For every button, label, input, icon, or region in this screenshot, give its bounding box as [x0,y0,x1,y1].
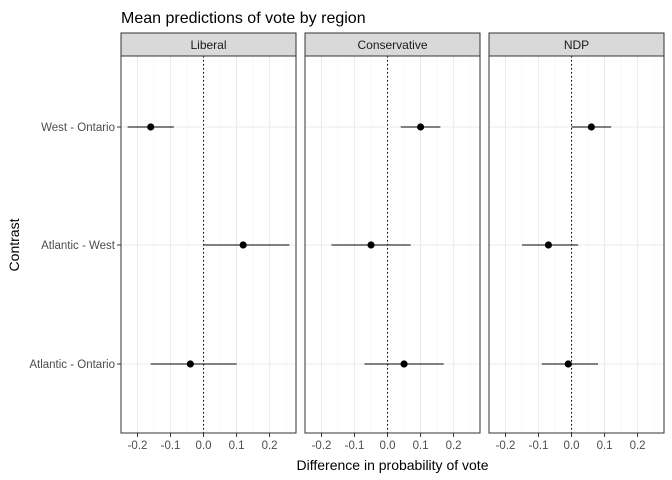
point-ndp-atlantic-west [544,241,553,249]
point-liberal-atlantic-west [239,241,247,249]
x-tick-label: -0.1 [529,440,549,452]
y-axis-title: Contrast [6,218,22,271]
x-tick-label: 0.0 [196,440,212,452]
panel-conservative: Conservative -0.2 -0.1 0.0 0.1 0.2 [304,32,481,452]
y-tick-label: West - Ontario [41,122,115,134]
x-tick-label: 0.1 [597,440,613,452]
point-conservative-atlantic-west [367,241,375,249]
x-tick-label: -0.1 [345,440,365,452]
x-tick-label: -0.1 [161,440,181,452]
panel-border [488,55,665,434]
strip-label-conservative: Conservative [357,38,427,52]
x-tick-label: 0.2 [262,440,278,452]
x-tick-label: 0.2 [630,440,646,452]
x-axis-title: Difference in probability of vote [297,457,489,473]
point-liberal-west-ontario [147,123,155,131]
strip-label-ndp: NDP [564,38,589,52]
point-conservative-west-ontario [416,123,425,131]
x-tick-label: -0.2 [496,440,516,452]
y-tick-label: Atlantic - West [41,240,116,252]
point-conservative-atlantic-ontario [400,360,408,368]
panels: Liberal -0.2 -0.1 0.0 0.1 0.2 Conservative -0.2… [29,32,665,452]
panel-border [304,55,481,434]
x-tick-label: 0.2 [446,440,462,452]
point-liberal-atlantic-ontario [186,360,194,368]
y-tick-label: Atlantic - Ontario [29,359,115,371]
x-tick-label: -0.2 [128,440,148,452]
x-tick-label: 0.0 [380,440,396,452]
x-tick-label: 0.1 [229,440,245,452]
x-tick-label: 0.1 [413,440,429,452]
chart-title: Mean predictions of vote by region [121,10,366,27]
point-ndp-west-ontario [587,123,595,131]
strip-label-liberal: Liberal [190,38,226,52]
panel-ndp: NDP -0.2 -0.1 0.0 0.1 0.2 [488,32,665,452]
panel-liberal: Liberal -0.2 -0.1 0.0 0.1 0.2 [120,32,297,452]
point-ndp-atlantic-ontario [564,360,572,368]
x-tick-label: 0.0 [564,440,580,452]
x-tick-label: -0.2 [312,440,332,452]
